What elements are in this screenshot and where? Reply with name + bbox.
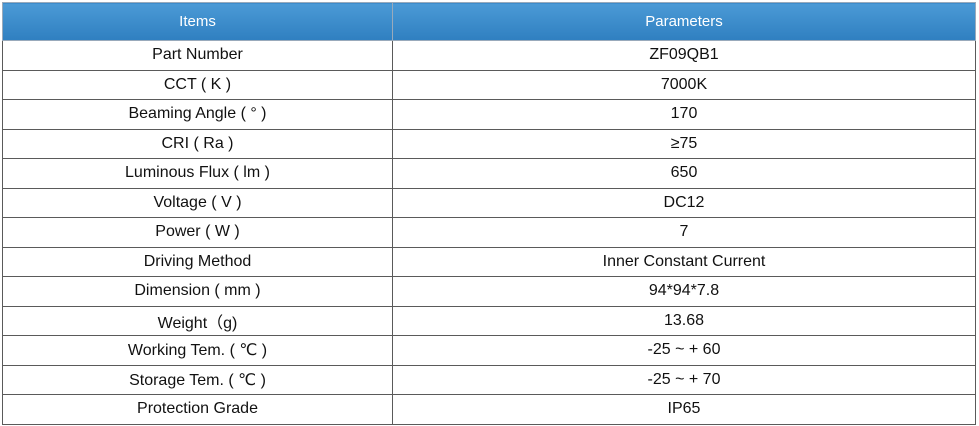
item-cell: Driving Method bbox=[2, 246, 393, 277]
header-cell: Items bbox=[2, 2, 393, 41]
table-row: Working Tem. ( ℃ ) -25 ~ + 60 bbox=[2, 335, 976, 366]
parameter-cell: ≥75 bbox=[392, 128, 976, 159]
parameter-cell: DC12 bbox=[392, 187, 976, 218]
table-row: CRI ( Ra ) ≥75 bbox=[2, 128, 976, 159]
table-row: Voltage ( V ) DC12 bbox=[2, 187, 976, 218]
parameter-cell: 7 bbox=[392, 217, 976, 248]
item-cell: CCT ( K ) bbox=[2, 69, 393, 100]
parameter-cell: IP65 bbox=[392, 394, 976, 425]
item-cell: Weight（g) bbox=[2, 305, 393, 336]
parameter-cell: 170 bbox=[392, 99, 976, 130]
parameter-cell: Inner Constant Current bbox=[392, 246, 976, 277]
table-row: Power ( W ) 7 bbox=[2, 217, 976, 248]
item-cell: Working Tem. ( ℃ ) bbox=[2, 335, 393, 366]
header-cell: Parameters bbox=[392, 2, 976, 41]
table-row: Weight（g) 13.68 bbox=[2, 305, 976, 336]
item-cell: Luminous Flux ( lm ) bbox=[2, 158, 393, 189]
parameter-cell: -25 ~ + 60 bbox=[392, 335, 976, 366]
table-row: Driving Method Inner Constant Current bbox=[2, 246, 976, 277]
parameter-cell: 7000K bbox=[392, 69, 976, 100]
item-cell: Protection Grade bbox=[2, 394, 393, 425]
table-row: Dimension ( mm ) 94*94*7.8 bbox=[2, 276, 976, 307]
item-cell: Beaming Angle ( ° ) bbox=[2, 99, 393, 130]
table-row: CCT ( K ) 7000K bbox=[2, 69, 976, 100]
item-cell: CRI ( Ra ) bbox=[2, 128, 393, 159]
item-cell: Storage Tem. ( ℃ ) bbox=[2, 364, 393, 395]
item-cell: Part Number bbox=[2, 40, 393, 71]
table-row: Storage Tem. ( ℃ ) -25 ~ + 70 bbox=[2, 364, 976, 395]
parameter-cell: 650 bbox=[392, 158, 976, 189]
item-cell: Power ( W ) bbox=[2, 217, 393, 248]
table-row: Part Number ZF09QB1 bbox=[2, 40, 976, 71]
item-cell: Dimension ( mm ) bbox=[2, 276, 393, 307]
parameter-cell: -25 ~ + 70 bbox=[392, 364, 976, 395]
item-cell: Voltage ( V ) bbox=[2, 187, 393, 218]
parameter-cell: 13.68 bbox=[392, 305, 976, 336]
header-row: Items Parameters bbox=[2, 2, 976, 41]
parameter-cell: 94*94*7.8 bbox=[392, 276, 976, 307]
table-row: Protection Grade IP65 bbox=[2, 394, 976, 425]
table-row: Beaming Angle ( ° ) 170 bbox=[2, 99, 976, 130]
parameter-cell: ZF09QB1 bbox=[392, 40, 976, 71]
table-body: Part Number ZF09QB1 CCT ( K ) 7000K Beaming … bbox=[2, 40, 976, 425]
table-row: Luminous Flux ( lm ) 650 bbox=[2, 158, 976, 189]
